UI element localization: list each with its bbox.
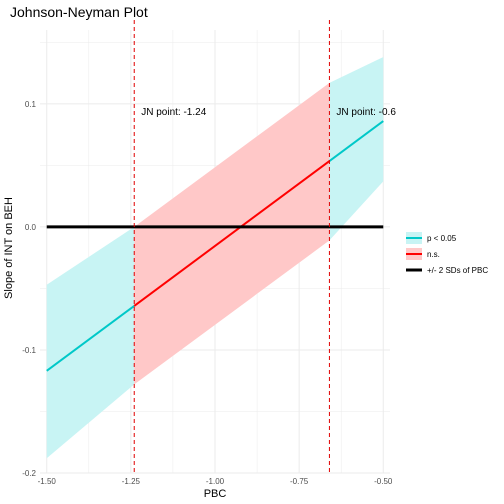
slope-line-ns (133, 160, 331, 307)
y-axis: -0.2 -0.1 0.0 0.1 (22, 100, 36, 478)
y-tick-label: -0.2 (22, 469, 36, 478)
y-tick-label: 0.1 (25, 100, 37, 109)
plot-area (46, 57, 384, 459)
x-tick-label: -1.00 (206, 477, 225, 486)
y-axis-title: Slope of INT on BEH (3, 197, 15, 299)
band-significant-left (46, 226, 135, 459)
x-axis: -1.50 -1.25 -1.00 -0.75 -0.50 (38, 477, 393, 486)
chart-title: Johnson-Neyman Plot (10, 4, 148, 20)
legend: p < 0.05 n.s. +/- 2 SDs of PBC (406, 232, 488, 275)
legend-label: n.s. (427, 250, 440, 259)
y-tick-label: -0.1 (22, 346, 36, 355)
slope-line-significant-left (46, 305, 135, 372)
x-tick-label: -1.25 (122, 477, 141, 486)
band-significant-right (329, 57, 384, 241)
jn-label-2: JN point: -0.6 (336, 107, 396, 118)
x-tick-label: -0.75 (290, 477, 309, 486)
legend-label: p < 0.05 (427, 234, 457, 243)
jn-label-1: JN point: -1.24 (141, 107, 206, 118)
legend-label: +/- 2 SDs of PBC (427, 266, 488, 275)
x-axis-title: PBC (204, 488, 227, 500)
x-tick-label: -1.50 (38, 477, 57, 486)
slope-line-significant-right (328, 120, 384, 162)
x-tick-label: -0.50 (374, 477, 393, 486)
y-tick-label: 0.0 (25, 223, 37, 232)
jn-annotations: JN point: -1.24 JN point: -0.6 (133, 20, 396, 473)
